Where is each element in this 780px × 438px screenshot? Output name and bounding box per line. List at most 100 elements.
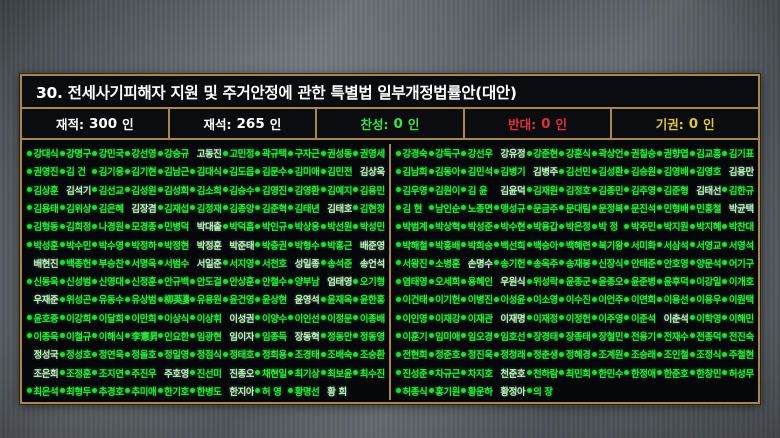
member-cell: 우재준 <box>26 292 59 306</box>
member-name: 김용민 <box>359 185 385 197</box>
present-indicator-icon <box>526 242 532 248</box>
present-indicator-icon <box>624 351 630 357</box>
member-name: 김종양 <box>229 203 255 215</box>
member-name: 박대출 <box>196 222 222 234</box>
present-indicator-icon <box>124 242 130 248</box>
member-cell: 이용우 <box>689 292 721 306</box>
present-indicator-icon <box>624 223 630 229</box>
member-cell: 권영진 <box>26 164 59 178</box>
member-cell: 신성범 <box>59 274 91 288</box>
member-cell: 안태준 <box>623 256 656 270</box>
member-name: 안상훈 <box>229 277 255 289</box>
member-name: 강선우 <box>467 149 493 161</box>
member-cell: 김승원 <box>623 164 656 178</box>
absent-indicator-icon <box>223 242 228 247</box>
member-cell: 정성호 <box>59 347 91 361</box>
present-indicator-icon <box>559 205 565 211</box>
absent-indicator-icon <box>190 260 195 265</box>
present-indicator-icon <box>92 278 98 284</box>
member-cell: 김준혁 <box>254 201 287 215</box>
member-cell: 김태선 <box>689 183 721 197</box>
present-indicator-icon <box>461 315 467 321</box>
present-indicator-icon <box>27 150 32 156</box>
present-indicator-icon <box>255 150 261 156</box>
member-name: 박형수 <box>294 240 320 252</box>
member-cell: 이종배 <box>352 311 385 325</box>
member-name: 김병기 <box>500 167 526 179</box>
present-indicator-icon <box>124 150 130 156</box>
member-cell: 정동만 <box>320 329 352 343</box>
member-cell: 신동욱 <box>26 274 59 288</box>
member-name: 조정훈 <box>66 368 91 380</box>
member-cell: 이재관 <box>460 311 493 325</box>
present-indicator-icon <box>190 296 196 302</box>
member-name: 전진숙 <box>728 331 754 343</box>
member-name: 김소희 <box>196 185 222 197</box>
present-indicator-icon <box>92 205 98 211</box>
member-cell: 김상훈 <box>26 183 59 197</box>
present-indicator-icon <box>320 187 326 193</box>
member-cell: 김윤덕 <box>493 183 525 197</box>
present-indicator-icon <box>526 150 532 156</box>
member-name: 김민전 <box>327 167 353 179</box>
present-indicator-icon <box>320 260 326 266</box>
member-cell: 윤준병 <box>623 274 656 288</box>
member-cell: 강대식 <box>26 146 59 160</box>
voting-board: 30. 전세사기피해자 지원 및 주거안정에 관한 특별법 일부개정법률안(대안… <box>20 74 760 404</box>
member-name: 김기표 <box>728 149 754 161</box>
present-indicator-icon <box>353 333 359 339</box>
present-indicator-icon <box>689 351 695 357</box>
member-name: 부승찬 <box>98 258 124 270</box>
member-cell: 홍기원 <box>428 384 460 398</box>
member-name: 천하람 <box>533 368 558 380</box>
member-name: 최민희 <box>565 368 591 380</box>
member-cell: 강명구 <box>59 146 91 160</box>
member-name: 고민정 <box>229 149 255 161</box>
member-name: 정혜경 <box>565 350 591 362</box>
member-cell: 윤후덕 <box>656 274 689 288</box>
member-cell: 정일영 <box>157 347 189 361</box>
present-indicator-icon <box>461 388 467 394</box>
present-indicator-icon <box>591 168 597 174</box>
member-cell: 한준호 <box>656 366 689 380</box>
member-name: 임오경 <box>467 331 493 343</box>
present-indicator-icon <box>461 296 467 302</box>
present-indicator-icon <box>255 388 261 394</box>
member-cell: 김도읍 <box>222 164 254 178</box>
member-name: 이인선 <box>294 313 320 325</box>
member-cell: 전용기 <box>623 329 656 343</box>
present-indicator-icon <box>320 296 326 302</box>
member-name: 송옥주 <box>533 258 558 270</box>
member-name: 홍기원 <box>435 386 460 398</box>
present-indicator-icon <box>689 333 695 339</box>
member-cell: 허 영 <box>254 384 287 398</box>
member-cell: 김대식 <box>189 164 222 178</box>
member-cell: 어기구 <box>721 256 754 270</box>
member-name: 장철민 <box>598 331 624 343</box>
member-cell: 이주영 <box>591 311 623 325</box>
member-cell: 강경숙 <box>395 146 428 160</box>
member-cell: 김재섭 <box>157 201 189 215</box>
present-indicator-icon <box>428 168 434 174</box>
member-cell: 박선원 <box>320 219 352 233</box>
absent-indicator-icon <box>461 260 466 265</box>
present-indicator-icon <box>255 278 261 284</box>
present-indicator-icon <box>657 223 663 229</box>
member-name: 위성락 <box>533 277 558 289</box>
absent-indicator-icon <box>353 169 358 174</box>
member-name: 서미화 <box>630 240 656 252</box>
member-name: 이연희 <box>630 295 656 307</box>
member-name: 조정식 <box>696 350 722 362</box>
member-cell: 박지혜 <box>689 219 721 233</box>
present-indicator-icon <box>353 187 359 193</box>
present-indicator-icon <box>320 150 326 156</box>
member-name: 서영교 <box>696 240 722 252</box>
present-indicator-icon <box>92 242 98 248</box>
present-indicator-icon <box>657 187 663 193</box>
present-indicator-icon <box>59 296 65 302</box>
member-name: 복기왕 <box>598 240 624 252</box>
member-cell: 한지아 <box>222 384 254 398</box>
present-indicator-icon <box>92 168 98 174</box>
present-indicator-icon <box>190 278 196 284</box>
member-cell: 임오경 <box>460 329 493 343</box>
